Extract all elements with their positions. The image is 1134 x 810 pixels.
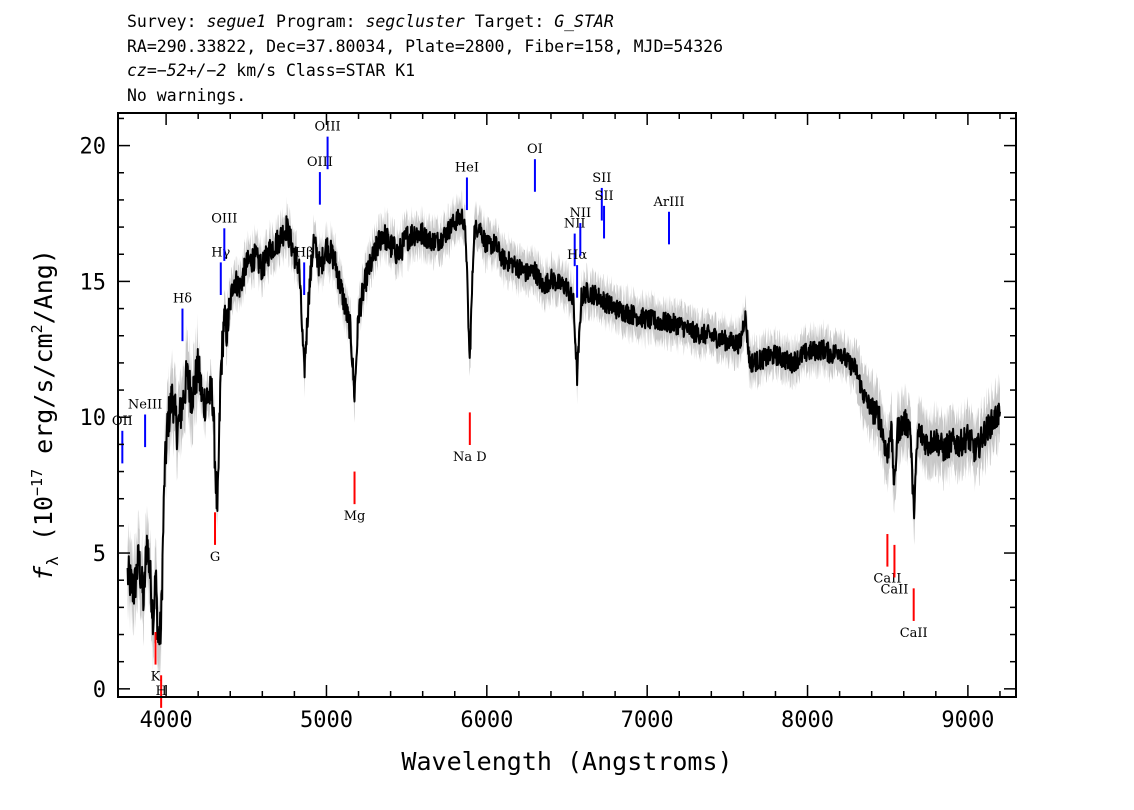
plot-frame (117, 112, 1017, 698)
emission-line-label: NII (569, 206, 591, 221)
y-tick-label: 5 (93, 542, 106, 567)
spectrum-line (126, 208, 1001, 646)
absorption-line-label: Na D (453, 450, 487, 465)
y-axis-title-f: f (29, 565, 58, 581)
x-tick-label: 9000 (941, 708, 994, 733)
absorption-line-label: G (210, 550, 220, 565)
target-value: G_STAR (554, 12, 614, 31)
absorption-line-label: CaII (880, 582, 908, 597)
emission-line-label: OIII (315, 120, 341, 135)
x-axis-title: Wavelength (Angstroms) (401, 747, 732, 776)
emission-line-label: OII (112, 414, 133, 429)
emission-line-label: SII (594, 189, 613, 204)
survey-label: Survey: (127, 12, 207, 31)
y-axis-title: fλ (10−17 erg/s/cm2/Ang) (28, 249, 62, 581)
header-line-warnings: No warnings. (127, 85, 247, 105)
cz-class-text: km/s Class=STAR K1 (226, 61, 416, 80)
target-label: Target: (464, 12, 555, 31)
x-tick-label: 4000 (140, 708, 193, 733)
header-line-survey: Survey: segue1 Program: segcluster Targe… (127, 10, 723, 35)
program-value: segcluster (365, 12, 465, 31)
cz-value: −52+/−2 (156, 61, 227, 80)
y-axis-title-mid: erg/s/cm (29, 333, 58, 468)
emission-line-label: Hα (567, 248, 587, 263)
emission-line-label: SII (592, 171, 611, 186)
y-axis-title-exp2: 2 (28, 324, 46, 333)
absorption-line-label: CaII (900, 626, 928, 641)
cz-label: cz= (127, 61, 157, 80)
emission-line-label: HeI (455, 160, 479, 175)
spectrum-series (126, 208, 1001, 646)
y-tick-label: 15 (80, 270, 107, 295)
absorption-line-label: K (151, 670, 161, 685)
emission-line-label: Hδ (173, 292, 192, 307)
axis-ticks (118, 113, 1016, 697)
spectrum-header: Survey: segue1 Program: segcluster Targe… (127, 10, 723, 108)
y-axis-title-close: /Ang) (29, 249, 58, 324)
emission-line-label: OIII (211, 211, 237, 226)
emission-line-label: OI (527, 142, 543, 157)
y-tick-label: 0 (93, 678, 106, 703)
absorption-line-label: H (155, 684, 166, 699)
spectral-line-markers: OIINeIIIHδHγOIIIHβOIIIOIIIHeIOINIIHαNIIS… (112, 120, 928, 708)
y-tick-label: 20 (80, 135, 107, 160)
x-tick-label: 5000 (300, 708, 353, 733)
emission-line-label: NeIII (128, 398, 162, 413)
axis-tick-labels: 4000 5000 6000 7000 8000 9000 0 5 10 15 20 (80, 135, 995, 733)
program-label: Program: (266, 12, 366, 31)
emission-line-label: Hβ (295, 245, 314, 260)
survey-value: segue1 (206, 12, 267, 31)
emission-line-label: ArIII (652, 195, 684, 210)
y-axis-title-exp1: −17 (28, 469, 46, 496)
x-tick-label: 7000 (621, 708, 674, 733)
x-tick-label: 8000 (781, 708, 834, 733)
y-axis-title-lambda: λ (43, 556, 62, 566)
y-axis-title-open: (10 (29, 496, 58, 556)
emission-line-label: OIII (307, 155, 333, 170)
x-tick-label: 6000 (460, 708, 513, 733)
y-tick-label: 10 (80, 406, 107, 431)
header-line-coordinates: RA=290.33822, Dec=37.80034, Plate=2800, … (127, 36, 724, 56)
header-line-redshift: cz=−52+/−2 km/s Class=STAR K1 (127, 59, 723, 84)
absorption-line-label: Mg (344, 509, 366, 524)
emission-line-label: Hγ (211, 245, 230, 260)
